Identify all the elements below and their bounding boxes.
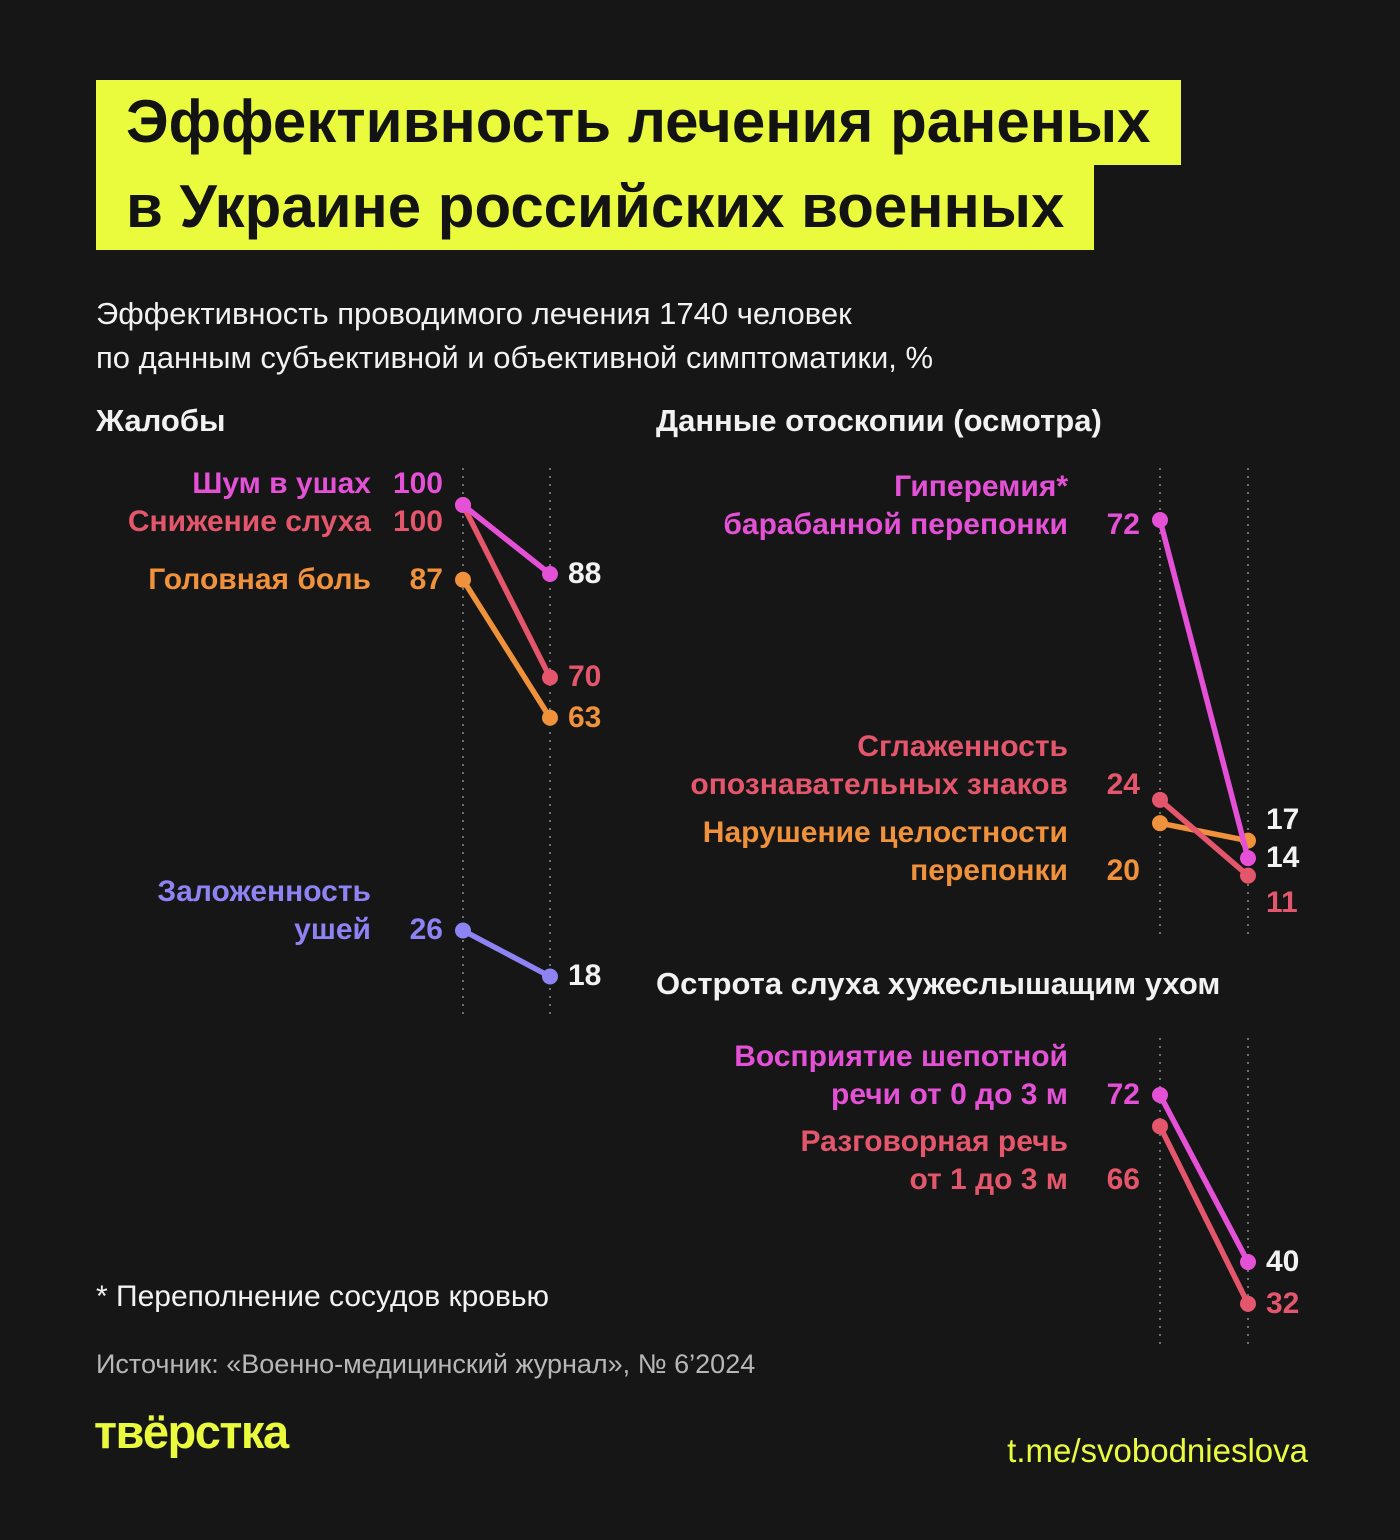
series-name: Шум в ушах [192,467,371,500]
series-start-value: 100 [392,505,443,538]
series-name: Восприятие шепотной [734,1040,1068,1073]
series-end-value: 11 [1266,886,1298,919]
series-end-value: 18 [568,959,602,992]
series-start-value: 20 [1106,854,1140,887]
series-start-value: 100 [392,467,443,500]
series-name: Нарушение целостности [702,816,1068,849]
telegram-link[interactable]: t.me/svobodnieslova [1007,1432,1308,1469]
page-title-line1: Эффективность лечения раненых [96,80,1181,166]
series-label-membrane-damage: Нарушение целостности перепонки 20 [703,814,1140,890]
series-end-value: 88 [568,557,602,590]
subtitle-line2: по данным субъективной и объективной сим… [96,340,934,375]
series-name: Заложенность [157,875,371,908]
section-title-otoscopy: Данные отоскопии (осмотра) [656,403,1102,438]
title-block: Эффективность лечения раненых в Украине … [96,80,1181,251]
series-name: Гиперемия* [894,470,1068,503]
series-label-whisper-speech: Восприятие шепотной речи от 0 до 3 м 72 [734,1038,1140,1114]
series-label-smoothness: Сглаженность опознавательных знаков 24 [690,728,1140,804]
series-end-value: 40 [1266,1245,1300,1278]
series-end-value: 32 [1266,1287,1300,1320]
series-start-value: 72 [1106,508,1140,541]
page-title-line2: в Украине российских военных [96,165,1095,251]
series-name: ушей [294,913,371,946]
series-label-headache: Головная боль 87 [148,561,443,599]
series-name: перепонки [910,854,1068,887]
series-label-hyperemia: Гиперемия* барабанной перепонки 72 [723,468,1140,544]
series-name: Разговорная речь [800,1125,1068,1158]
subtitle-line1: Эффективность проводимого лечения 1740 ч… [96,296,852,331]
series-end-value: 70 [568,660,602,693]
series-start-value: 24 [1106,768,1140,801]
series-end-value: 63 [568,701,602,734]
series-label-ear-congestion: Заложенность ушей 26 [157,873,443,949]
section-title-hearing: Острота слуха хужеслышащим ухом [656,966,1221,1001]
series-end-value: 17 [1266,803,1300,836]
series-label-hearing-loss: Снижение слуха 100 [128,503,443,541]
series-end-value: 14 [1266,841,1300,874]
series-name: от 1 до 3 м [909,1163,1068,1196]
series-name: Головная боль [148,563,371,596]
series-name: опознавательных знаков [690,768,1068,801]
series-label-conversational-speech: Разговорная речь от 1 до 3 м 66 [801,1123,1140,1199]
series-name: Снижение слуха [127,505,371,538]
footnote: * Переполнение сосудов кровью [96,1280,550,1313]
series-start-value: 26 [409,913,443,946]
subtitle: Эффективность проводимого лечения 1740 ч… [96,292,933,380]
series-start-value: 66 [1106,1163,1140,1196]
series-start-value: 72 [1106,1078,1140,1111]
series-name: речи от 0 до 3 м [831,1078,1068,1111]
series-label-tinnitus: Шум в ушах 100 [192,465,443,503]
series-start-value: 87 [409,563,443,596]
section-title-complaints: Жалобы [96,403,226,438]
source-credit: Источник: «Военно-медицинский журнал», №… [96,1349,756,1379]
verstka-logo: твёрстка [94,1405,289,1458]
series-name: Сглаженность [857,730,1068,763]
series-name: барабанной перепонки [723,508,1068,541]
